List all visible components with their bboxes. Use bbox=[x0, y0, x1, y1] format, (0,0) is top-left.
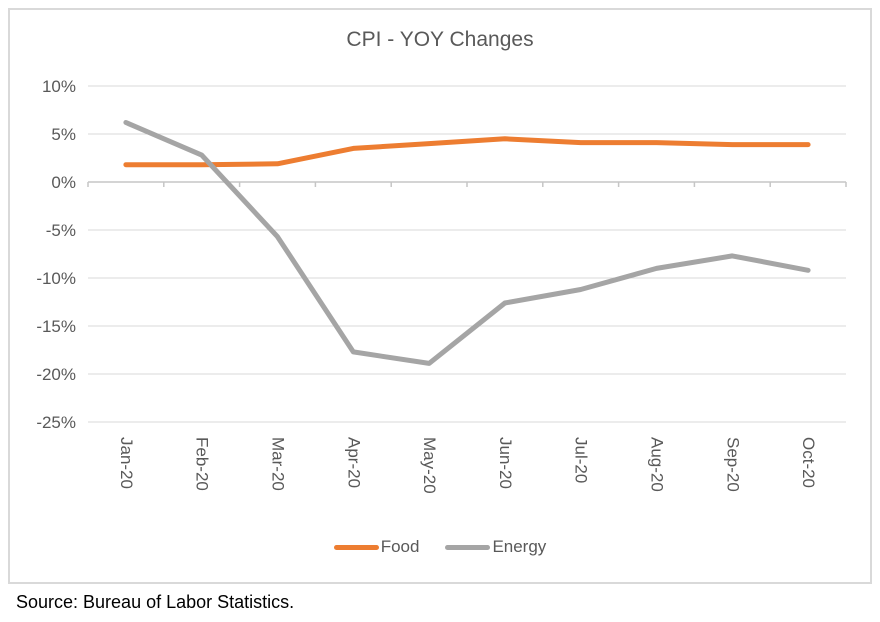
x-category-label: Feb-20 bbox=[193, 437, 212, 491]
x-category-label: Aug-20 bbox=[648, 437, 667, 492]
y-tick-label: -20% bbox=[36, 365, 76, 384]
x-category-label: Apr-20 bbox=[344, 437, 363, 488]
x-category-label: Jul-20 bbox=[572, 437, 591, 483]
legend-item-energy: Energy bbox=[445, 537, 546, 557]
series-line-food bbox=[123, 136, 811, 168]
legend-label: Food bbox=[380, 537, 420, 556]
x-category-label: Jan-20 bbox=[117, 437, 136, 489]
source-note: Source: Bureau of Labor Statistics. bbox=[16, 592, 295, 612]
y-tick-label: 0% bbox=[51, 173, 76, 192]
y-tick-label: -25% bbox=[36, 413, 76, 432]
x-category-label: Sep-20 bbox=[723, 437, 742, 492]
x-category-label: May-20 bbox=[420, 437, 439, 494]
chart-title: CPI - YOY Changes bbox=[346, 28, 534, 51]
y-tick-label: -10% bbox=[36, 269, 76, 288]
x-category-label: Mar-20 bbox=[269, 437, 288, 491]
chart-legend: Food Energy bbox=[0, 537, 880, 557]
y-tick-label: 10% bbox=[42, 77, 76, 96]
legend-label: Energy bbox=[492, 537, 547, 556]
y-tick-label: -5% bbox=[46, 221, 76, 240]
x-category-label: Jun-20 bbox=[496, 437, 515, 489]
series-line-energy bbox=[123, 120, 811, 366]
legend-item-food: Food bbox=[333, 537, 420, 557]
y-tick-label: -15% bbox=[36, 317, 76, 336]
x-category-label: Oct-20 bbox=[799, 437, 818, 488]
legend-swatch-energy bbox=[445, 544, 491, 550]
y-tick-label: 5% bbox=[51, 125, 76, 144]
chart-frame bbox=[8, 8, 872, 584]
legend-swatch-food bbox=[333, 544, 379, 550]
